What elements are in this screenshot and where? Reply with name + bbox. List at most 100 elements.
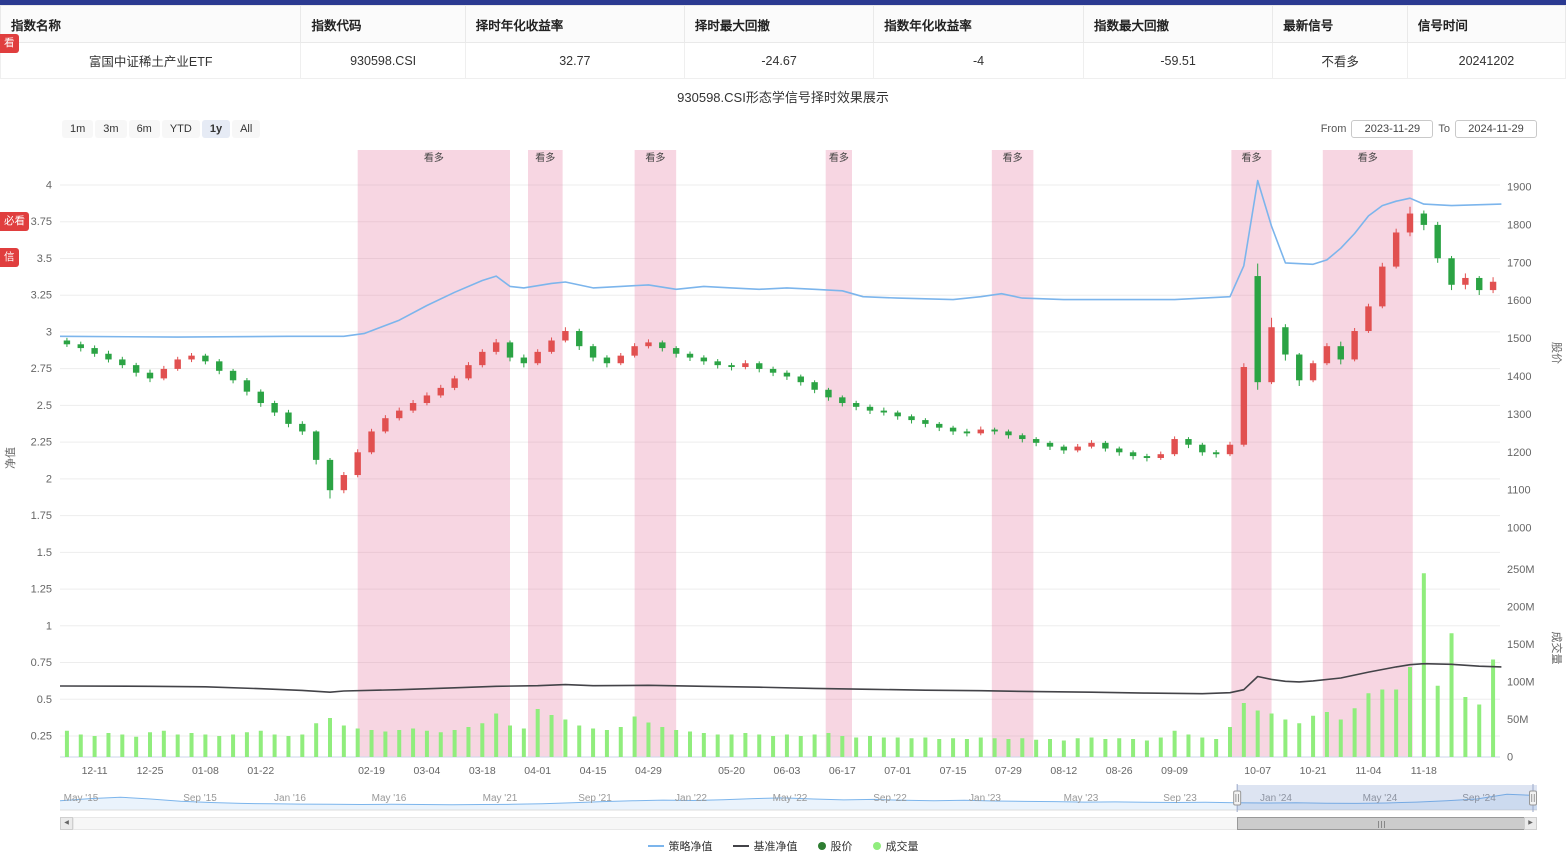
- floating-badge-2[interactable]: 必看: [0, 212, 29, 231]
- legend-swatch-price: [817, 842, 826, 850]
- svg-text:0.75: 0.75: [31, 657, 52, 669]
- svg-text:1.5: 1.5: [37, 547, 52, 559]
- svg-text:3.75: 3.75: [31, 216, 52, 228]
- svg-text:07-15: 07-15: [940, 765, 967, 777]
- svg-text:03-04: 03-04: [413, 765, 440, 777]
- svg-text:2.25: 2.25: [31, 437, 52, 449]
- svg-text:1500: 1500: [1507, 333, 1531, 345]
- svg-text:看多: 看多: [1003, 151, 1023, 164]
- svg-text:May '23: May '23: [1064, 793, 1099, 804]
- svg-text:05-20: 05-20: [718, 765, 745, 777]
- svg-text:看多: 看多: [424, 151, 444, 164]
- row-cell-4: -24.67: [683, 42, 875, 79]
- table-data-row: 富国中证稀土产业ETF 930598.CSI 32.77 -24.67 -4 -59.51…: [0, 42, 1566, 79]
- legend-label: 股价: [830, 841, 853, 853]
- svg-text:04-15: 04-15: [580, 765, 607, 777]
- legend-swatch-volume: [872, 842, 881, 850]
- svg-text:1200: 1200: [1507, 447, 1531, 459]
- row-cell-1: 富国中证稀土产业ETF: [0, 42, 302, 79]
- signal-band-6: [1231, 150, 1272, 757]
- signal-band-5: [991, 150, 1034, 757]
- legend-item-price[interactable]: 股价: [817, 838, 853, 854]
- benchmark-line: [59, 662, 1502, 695]
- navigator-right-handle[interactable]: [1529, 784, 1537, 812]
- svg-text:100M: 100M: [1507, 677, 1535, 689]
- svg-text:200M: 200M: [1507, 602, 1535, 614]
- svg-text:0.5: 0.5: [37, 694, 52, 706]
- svg-text:07-29: 07-29: [995, 765, 1022, 777]
- candlestick-series: [63, 206, 1497, 499]
- svg-text:2.5: 2.5: [37, 400, 52, 412]
- legend-label: 基准净值: [753, 841, 798, 853]
- range-button-1m[interactable]: 1m: [62, 120, 94, 138]
- row-cell-5: -4: [873, 42, 1084, 79]
- svg-text:看多: 看多: [535, 151, 555, 164]
- floating-badge-3[interactable]: 信: [0, 248, 19, 267]
- column-header-8: 信号时间: [1406, 5, 1566, 43]
- range-button-ytd[interactable]: YTD: [161, 120, 200, 138]
- navigator-selected-range[interactable]: [1237, 785, 1537, 810]
- svg-text:Jan '22: Jan '22: [675, 793, 707, 804]
- column-header-2: 指数代码: [300, 5, 466, 43]
- legend-swatch-benchmark: [732, 845, 749, 847]
- row-cell-6: -59.51: [1082, 42, 1274, 79]
- scrollbar-right-arrow-button[interactable]: ▶: [1524, 817, 1537, 830]
- chart-legend: 策略净值 基准净值 股价 成交量: [0, 838, 1566, 854]
- svg-text:09-09: 09-09: [1161, 765, 1188, 777]
- x-axis-labels: 12-11 12-25 01-08 01-22 02-19 03-04 03-18 04-01…: [82, 765, 1437, 777]
- svg-text:May '21: May '21: [483, 793, 518, 804]
- left-axis-title: 净值: [3, 447, 17, 469]
- svg-text:06-03: 06-03: [773, 765, 800, 777]
- svg-text:250M: 250M: [1507, 564, 1535, 576]
- navigator-left-handle[interactable]: [1233, 784, 1242, 812]
- svg-text:1.25: 1.25: [31, 584, 52, 596]
- scrollbar-thumb[interactable]: [1237, 817, 1525, 830]
- scrollbar-left-arrow-button[interactable]: ◀: [60, 817, 73, 830]
- svg-text:Jan '23: Jan '23: [969, 793, 1001, 804]
- chart-title: 930598.CSI形态学信号择时效果展示: [677, 90, 889, 105]
- svg-text:Sep '23: Sep '23: [1163, 793, 1197, 804]
- svg-text:Sep '22: Sep '22: [873, 793, 907, 804]
- svg-text:看多: 看多: [1358, 151, 1378, 164]
- signal-band-2: [528, 150, 563, 757]
- signal-bands: 看多 看多 看多 看多 看多 看多 看多: [357, 150, 1413, 757]
- from-label: From: [1320, 123, 1347, 135]
- legend-item-strategy[interactable]: 策略净值: [647, 838, 713, 854]
- svg-text:03-18: 03-18: [469, 765, 496, 777]
- signal-band-1: [357, 150, 510, 757]
- navigator[interactable]: May '15 Sep '15 Jan '16 May '16 May '21 Sep '…: [0, 784, 1566, 814]
- to-date-input[interactable]: [1455, 120, 1537, 138]
- range-selector: 1m 3m 6m YTD 1y All: [62, 120, 261, 138]
- main-chart-plot[interactable]: 0.25 0.5 0.75 1 1.25 1.5 1.75 2 2.25 2.5 2.75 3 3.25…: [0, 148, 1566, 780]
- svg-text:12-11: 12-11: [82, 765, 108, 777]
- range-button-1y[interactable]: 1y: [201, 120, 231, 138]
- legend-label: 策略净值: [668, 841, 713, 853]
- from-date-input[interactable]: [1351, 120, 1434, 138]
- floating-badge-1[interactable]: 看: [0, 34, 19, 53]
- svg-text:May '15: May '15: [64, 793, 99, 804]
- range-button-all[interactable]: All: [232, 120, 261, 138]
- svg-text:08-12: 08-12: [1050, 765, 1077, 777]
- svg-text:150M: 150M: [1507, 639, 1535, 651]
- svg-text:看多: 看多: [1241, 151, 1261, 164]
- table-header-row: 指数名称 指数代码 择时年化收益率 择时最大回撤 指数年化收益率 指数最大回撤 最新信号 信号…: [0, 5, 1566, 43]
- svg-text:看多: 看多: [645, 151, 665, 164]
- price-axis-title: 股价: [1550, 342, 1563, 364]
- scrollbar: ◀ ▶: [60, 817, 1537, 830]
- legend-item-volume[interactable]: 成交量: [872, 838, 919, 854]
- svg-text:11-04: 11-04: [1355, 765, 1381, 777]
- to-label: To: [1438, 123, 1450, 135]
- legend-item-benchmark[interactable]: 基准净值: [732, 838, 798, 854]
- range-button-3m[interactable]: 3m: [95, 120, 127, 138]
- svg-text:4: 4: [46, 180, 52, 192]
- date-range-picker: From To: [1321, 120, 1537, 138]
- volume-series: [64, 573, 1496, 757]
- top-accent-bar: [0, 0, 1566, 5]
- svg-text:1: 1: [46, 620, 52, 632]
- svg-text:1.75: 1.75: [31, 510, 52, 522]
- column-header-6: 指数最大回撤: [1082, 5, 1274, 43]
- svg-text:1000: 1000: [1507, 523, 1531, 535]
- range-button-6m[interactable]: 6m: [128, 120, 160, 138]
